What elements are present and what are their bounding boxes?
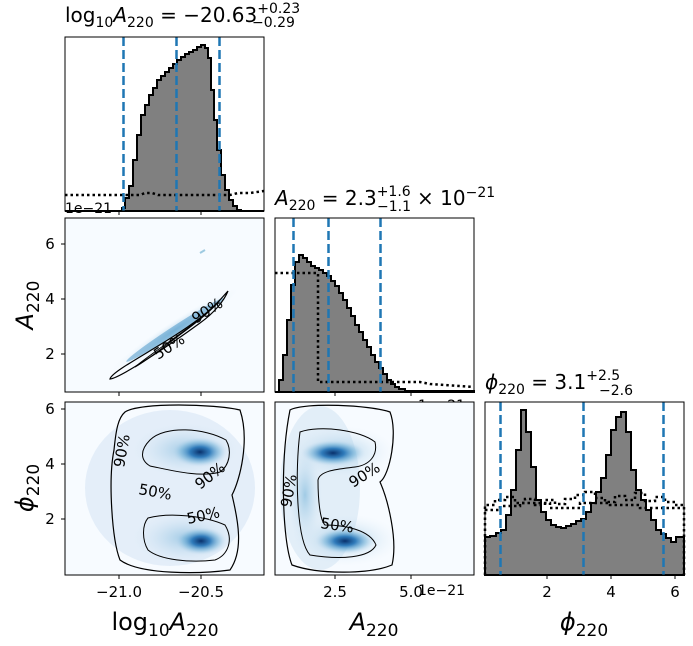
panel-log10a-vs-a220: 50% 90% 2 4 6 1e−21 A220 <box>11 201 265 396</box>
prior-histogram <box>275 271 475 389</box>
xtick-label: 2 <box>542 583 552 601</box>
panel-log10a-title: log10A220 = −20.63+0.23 <box>65 1 300 31</box>
panel-phi220-axis: 2 4 6 ϕ220 <box>542 575 680 641</box>
xlabel-log10a: log10A220 <box>111 608 218 641</box>
contour-90 <box>109 290 229 380</box>
contour-label-50: 50% <box>137 480 173 504</box>
contour-90 <box>282 404 395 573</box>
contour-label-90: 90% <box>277 473 301 509</box>
xtick-label: 6 <box>670 583 680 601</box>
ylabel-phi220: ϕ220 <box>11 464 44 512</box>
panel-a220-title-lower: −1.1 <box>377 199 411 215</box>
prior-histogram <box>483 490 686 575</box>
prior-histogram-2 <box>485 501 684 512</box>
panel-phi220-title-lower: −2.6 <box>599 383 633 399</box>
ylabel-a220: A220 <box>11 281 44 332</box>
contour-50 <box>296 428 377 559</box>
xlabel-a220: A220 <box>348 608 399 641</box>
offset-label: 1e−21 <box>65 201 112 217</box>
contour-label-90: 90% <box>110 433 134 469</box>
contour-50 <box>142 429 230 475</box>
panel-a220-title: A220 = 2.3+1.6 × 10−21 <box>273 184 495 214</box>
ytick-label: 2 <box>45 510 55 528</box>
posterior-histogram <box>65 44 264 212</box>
ytick-label: 4 <box>45 290 55 308</box>
xtick-label: −20.5 <box>178 583 224 601</box>
panel-log10a-hist: log10A220 = −20.63+0.23 −0.29 <box>64 1 300 215</box>
contour-label-50: 50% <box>319 514 355 536</box>
xlabel-phi220: ϕ220 <box>560 608 608 641</box>
ytick-label: 6 <box>45 235 55 253</box>
panel-phi220-hist: ϕ220 = 3.1+2.5 −2.6 <box>483 368 686 576</box>
prior-histogram <box>65 189 265 197</box>
posterior-histogram <box>275 254 475 393</box>
xtick-label: 5.0 <box>399 583 423 601</box>
panel-phi220-title: ϕ220 = 3.1+2.5 <box>485 368 620 398</box>
panel-a220-hist: A220 = 2.3+1.6 × 10−21 −1.1 1e−21 <box>273 184 495 414</box>
ytick-label: 2 <box>45 345 55 363</box>
contour-50 <box>143 514 230 562</box>
ytick-label: 6 <box>45 400 55 418</box>
contour-90 <box>110 404 245 574</box>
xtick-label: 2.5 <box>323 583 347 601</box>
offset-label: 1e−21 <box>418 583 465 599</box>
ytick-label: 4 <box>45 455 55 473</box>
panel-log10a-title-lower: −0.29 <box>252 15 295 31</box>
panel-a220-vs-phi220: 90% 90% 50% 2.5 5.0 1e−21 A220 <box>274 401 475 641</box>
xtick-label: 4 <box>606 583 616 601</box>
contour-50 <box>134 299 221 368</box>
posterior-histogram <box>484 409 685 576</box>
panel-log10a-vs-phi220: 90% 50% 90% 50% 2 4 6 −21.0 −20.5 log10A… <box>11 400 265 641</box>
xtick-label: −21.0 <box>96 583 142 601</box>
